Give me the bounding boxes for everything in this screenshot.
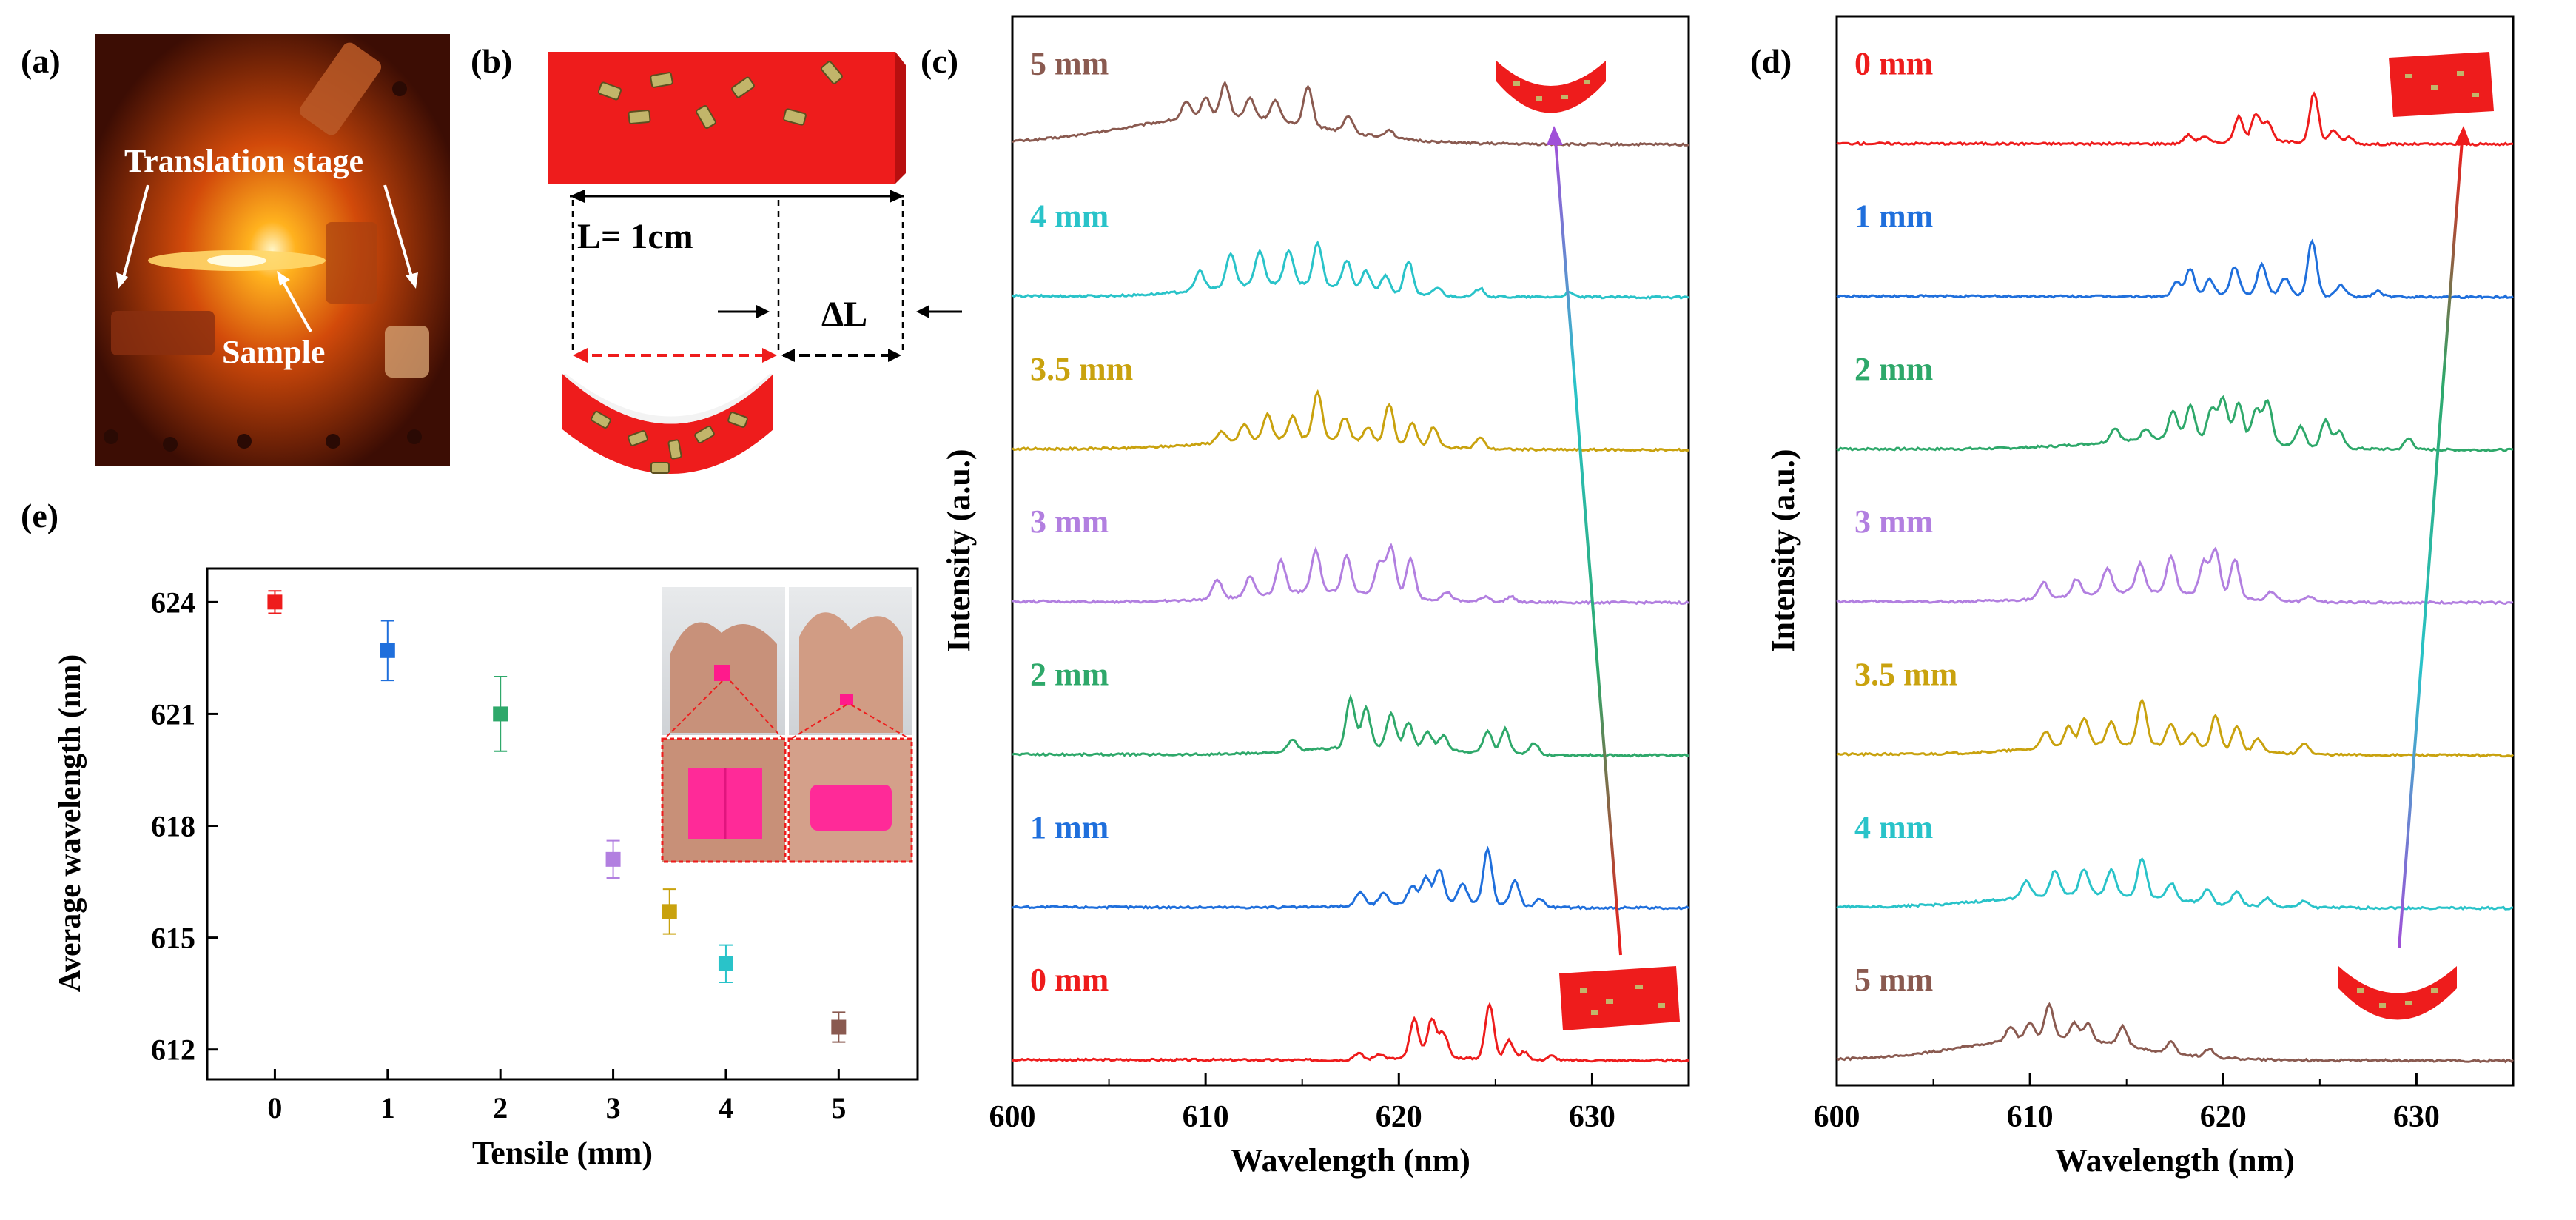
panel-label-d: (d) <box>1750 42 1792 80</box>
y-tick-label: 618 <box>151 810 195 843</box>
data-marker <box>718 956 733 971</box>
y-tick-label: 624 <box>151 586 195 619</box>
spectrum-line-0mm <box>1836 91 2513 147</box>
series-label: 0 mm <box>1854 45 1933 81</box>
plot-frame <box>1011 15 1690 1087</box>
y-tick-label: 621 <box>151 697 195 731</box>
spectrum-line-2mm <box>1012 694 1689 758</box>
data-marker <box>380 643 395 658</box>
wrist-inset-photos <box>661 587 913 863</box>
sample-label: Sample <box>222 334 325 370</box>
plot-frame <box>206 567 919 1081</box>
x-tick-label: 600 <box>1814 1100 1860 1134</box>
series-label: 1 mm <box>1030 809 1109 845</box>
y-tick-label: 612 <box>151 1033 195 1067</box>
panel-label-c: (c) <box>921 42 958 80</box>
series-label: 3.5 mm <box>1854 657 1957 693</box>
x-tick-label: 620 <box>1376 1100 1422 1134</box>
tension-arrow-c <box>1547 126 1622 956</box>
bent-film-icon <box>2338 966 2457 1020</box>
x-tick-label: 620 <box>2200 1100 2247 1134</box>
spectrum-line-3mm <box>1836 546 2514 606</box>
series-label: 4 mm <box>1030 198 1109 235</box>
y-axis-label: Intensity (a.u.) <box>941 449 977 652</box>
x-tick-label: 4 <box>719 1091 733 1125</box>
y-axis-label: Average wavelength (nm) <box>53 654 87 992</box>
setup-photo <box>95 34 450 466</box>
data-point <box>380 620 395 682</box>
panel-label-b: (b) <box>471 42 512 80</box>
data-marker <box>662 904 677 919</box>
spectrum-line-35mm <box>1012 389 1689 452</box>
data-point <box>662 888 677 935</box>
embedded-rods <box>597 61 843 130</box>
bent-film <box>562 374 773 474</box>
x-tick-label: 0 <box>267 1091 282 1125</box>
series-label: 3 mm <box>1854 503 1933 540</box>
plot-frame <box>1835 15 2515 1087</box>
average-wavelength-chart: Average wavelength (nm) Tensile (mm) 0 1 2… <box>53 567 919 1171</box>
spectrum-line-1mm <box>1012 845 1689 911</box>
x-axis-label: Wavelength (nm) <box>1231 1142 1470 1179</box>
series-label: 1 mm <box>1854 198 1933 235</box>
x-tick-label: 630 <box>1569 1100 1615 1134</box>
data-point <box>605 839 621 879</box>
flat-film-icon <box>1559 966 1680 1030</box>
spectrum-line-2mm <box>1836 395 2514 452</box>
spectrum-line-5mm <box>1836 1002 2514 1064</box>
x-tick-label: 600 <box>989 1100 1036 1134</box>
data-marker <box>605 851 621 867</box>
data-marker <box>493 706 508 722</box>
series-label: 3 mm <box>1030 503 1109 540</box>
data-marker <box>267 594 283 610</box>
spectrum-line-4mm <box>1012 240 1689 300</box>
x-tick-label: 1 <box>380 1091 395 1125</box>
x-tick-label: 5 <box>831 1091 846 1125</box>
spectrum-line-0mm <box>1012 1002 1689 1063</box>
spectrum-line-35mm <box>1836 698 2515 758</box>
y-axis-label: Intensity (a.u.) <box>1765 449 1801 652</box>
panel-label-a: (a) <box>21 42 61 80</box>
series-label: 5 mm <box>1854 962 1933 998</box>
delta-label: ΔL <box>821 295 867 334</box>
spectrum-line-3mm <box>1012 543 1689 606</box>
bent-film-icon <box>1496 61 1606 113</box>
tension-arrow-d <box>2398 126 2471 948</box>
x-tick-label: 2 <box>493 1091 508 1125</box>
panel-label-e: (e) <box>21 497 58 534</box>
flat-film-icon <box>2389 52 2494 117</box>
data-marker <box>831 1019 847 1035</box>
translation-stage-label: Translation stage <box>124 143 363 179</box>
data-point <box>718 944 733 984</box>
spectra-chart-d: Intensity (a.u.) Wavelength (nm) 600 610 6… <box>1765 15 2515 1179</box>
spectrum-line-4mm <box>1836 857 2514 911</box>
series-label: 3.5 mm <box>1030 351 1133 387</box>
x-axis-label: Wavelength (nm) <box>2055 1142 2295 1179</box>
series-label: 4 mm <box>1854 809 1933 845</box>
data-point <box>831 1011 847 1043</box>
x-tick-label: 610 <box>1183 1100 1229 1134</box>
series-label: 2 mm <box>1854 351 1933 387</box>
x-tick-label: 610 <box>2007 1100 2054 1134</box>
flat-film <box>548 52 906 184</box>
length-label: L= 1cm <box>577 217 693 256</box>
spectrum-line-5mm <box>1012 80 1689 147</box>
x-axis-label: Tensile (mm) <box>472 1135 653 1171</box>
x-tick-label: 3 <box>606 1091 621 1125</box>
y-tick-label: 615 <box>151 922 195 955</box>
data-point <box>267 590 283 614</box>
series-label: 5 mm <box>1030 45 1109 81</box>
series-label: 2 mm <box>1030 657 1109 693</box>
spectrum-line-1mm <box>1836 238 2514 300</box>
series-label: 0 mm <box>1030 962 1109 998</box>
data-point <box>493 676 508 752</box>
spectra-chart-c: Intensity (a.u.) Wavelength (nm) 600 610 6… <box>941 15 1690 1179</box>
x-tick-label: 630 <box>2393 1100 2440 1134</box>
